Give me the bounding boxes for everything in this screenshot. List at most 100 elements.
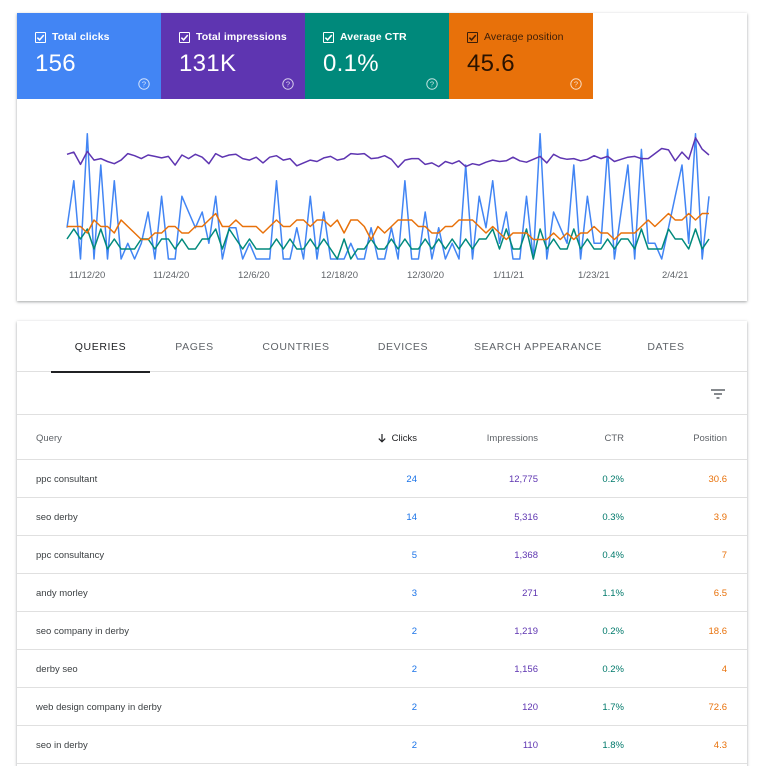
cell-impressions: 12,775 xyxy=(508,473,538,485)
column-header-ctr[interactable]: CTR xyxy=(604,416,624,460)
column-label: Query xyxy=(36,432,62,444)
dimension-tabs: QUERIES PAGES COUNTRIES DEVICES SEARCH A… xyxy=(17,321,747,373)
cell-query: seo derby xyxy=(36,511,78,523)
queries-table-card: QUERIES PAGES COUNTRIES DEVICES SEARCH A… xyxy=(17,321,747,766)
table-row[interactable]: ppc consultant 24 12,775 0.2% 30.6 xyxy=(17,460,747,498)
cell-query: andy morley xyxy=(36,587,88,599)
metric-value: 0.1% xyxy=(323,50,379,77)
table-row[interactable]: seo derby 14 5,316 0.3% 3.9 xyxy=(17,498,747,536)
cell-impressions: 1,156 xyxy=(514,663,538,675)
x-tick-label: 12/18/20 xyxy=(321,270,358,281)
checkbox-checked-icon[interactable] xyxy=(35,31,46,43)
cell-clicks: 2 xyxy=(411,663,417,675)
cell-query: ppc consultancy xyxy=(36,549,105,561)
tab-label: COUNTRIES xyxy=(262,340,330,353)
metric-tiles: Total clicks 156 ? Total impressions 131… xyxy=(17,13,593,99)
cell-query: seo in derby xyxy=(36,739,88,751)
performance-line-chart: 11/12/20 11/24/20 12/6/20 12/18/20 12/30/20 1… xyxy=(66,132,710,281)
chart-series-layer xyxy=(66,132,710,260)
tab-label: SEARCH APPEARANCE xyxy=(473,340,603,353)
cell-position: 3.9 xyxy=(713,511,727,523)
table-row[interactable]: derby seo 2 1,156 0.2% 4 xyxy=(17,650,747,688)
metric-header: Average CTR xyxy=(323,31,407,43)
svg-text:?: ? xyxy=(574,80,578,89)
cell-query: ppc consultant xyxy=(36,473,98,485)
column-header-impressions[interactable]: Impressions xyxy=(487,416,538,460)
table-row[interactable]: andy morley 3 271 1.1% 6.5 xyxy=(17,574,747,612)
series-line-average-position xyxy=(67,212,709,241)
x-tick-label: 12/6/20 xyxy=(238,270,270,281)
cell-impressions: 110 xyxy=(522,739,538,751)
cell-position: 72.6 xyxy=(708,701,728,713)
table-toolbar xyxy=(17,372,747,415)
cell-ctr: 0.2% xyxy=(602,625,624,637)
metric-label: Average position xyxy=(484,31,564,43)
metric-label: Average CTR xyxy=(340,31,407,43)
column-header-query[interactable]: Query xyxy=(36,416,62,460)
arrow-down-icon xyxy=(377,433,387,443)
table-row[interactable]: web design company in derby 2 120 1.7% 7… xyxy=(17,688,747,726)
tab-queries[interactable]: QUERIES xyxy=(51,321,150,373)
svg-text:?: ? xyxy=(286,80,290,89)
help-circle-icon[interactable]: ? xyxy=(282,77,294,90)
cell-ctr: 0.2% xyxy=(602,473,624,485)
column-header-clicks[interactable]: Clicks xyxy=(377,416,417,460)
tab-dates[interactable]: DATES xyxy=(642,321,690,372)
checkbox-checked-icon[interactable] xyxy=(323,31,334,43)
x-tick-label: 11/12/20 xyxy=(69,270,105,281)
cell-clicks: 2 xyxy=(411,625,417,637)
column-header-position[interactable]: Position xyxy=(693,416,727,460)
cell-position: 6.5 xyxy=(713,587,727,599)
table-row[interactable]: ppc consultancy 5 1,368 0.4% 7 xyxy=(17,536,747,574)
table-row[interactable]: seo in derby 2 110 1.8% 4.3 xyxy=(17,726,747,764)
performance-chart[interactable]: 11/12/20 11/24/20 12/6/20 12/18/20 12/30/20 1… xyxy=(17,99,747,301)
cell-position: 7 xyxy=(721,549,727,561)
metric-average-position[interactable]: Average position 45.6 ? xyxy=(449,13,593,99)
x-tick-label: 12/30/20 xyxy=(407,270,444,281)
tab-devices[interactable]: DEVICES xyxy=(370,321,436,372)
cell-clicks: 2 xyxy=(411,701,417,713)
column-label: Clicks xyxy=(391,432,417,444)
cell-ctr: 1.1% xyxy=(602,587,624,599)
cell-ctr: 0.3% xyxy=(602,511,624,523)
table-header: Query Clicks Impressions CTR Position xyxy=(17,416,747,460)
cell-impressions: 1,219 xyxy=(514,625,538,637)
x-tick-label: 1/23/21 xyxy=(578,270,610,281)
metric-value: 45.6 xyxy=(467,50,515,77)
cell-position: 18.6 xyxy=(708,625,728,637)
cell-ctr: 1.7% xyxy=(602,701,624,713)
tab-search-appearance[interactable]: SEARCH APPEARANCE xyxy=(472,321,604,372)
column-label: Impressions xyxy=(486,432,538,444)
performance-card: Total clicks 156 ? Total impressions 131… xyxy=(17,13,747,301)
chart-x-axis: 11/12/20 11/24/20 12/6/20 12/18/20 12/30/20 1… xyxy=(69,270,688,281)
series-line-average-ctr xyxy=(66,228,710,260)
cell-clicks: 2 xyxy=(411,739,417,751)
metric-total-impressions[interactable]: Total impressions 131K ? xyxy=(161,13,305,99)
metric-label: Total clicks xyxy=(52,31,110,43)
help-circle-icon[interactable]: ? xyxy=(138,77,150,90)
metric-value: 131K xyxy=(179,50,237,77)
metric-header: Average position xyxy=(467,31,564,43)
cell-impressions: 1,368 xyxy=(514,549,538,561)
tab-label: DATES xyxy=(647,340,685,353)
filter-list-icon[interactable] xyxy=(707,384,729,404)
metric-label: Total impressions xyxy=(196,31,287,43)
x-tick-label: 2/4/21 xyxy=(662,270,688,281)
metric-total-clicks[interactable]: Total clicks 156 ? xyxy=(17,13,161,99)
checkbox-checked-icon[interactable] xyxy=(467,31,478,43)
cell-clicks: 14 xyxy=(406,511,417,523)
series-line-total-impressions xyxy=(66,136,710,169)
cell-position: 4.3 xyxy=(713,739,727,751)
table-row[interactable]: seo company in derby 2 1,219 0.2% 18.6 xyxy=(17,612,747,650)
column-label: CTR xyxy=(604,432,624,444)
checkbox-checked-icon[interactable] xyxy=(179,31,190,43)
cell-query: derby seo xyxy=(36,663,78,675)
x-tick-label: 11/24/20 xyxy=(153,270,189,281)
metric-average-ctr[interactable]: Average CTR 0.1% ? xyxy=(305,13,449,99)
help-circle-icon[interactable]: ? xyxy=(426,77,438,90)
tab-countries[interactable]: COUNTRIES xyxy=(254,321,338,372)
help-circle-icon[interactable]: ? xyxy=(570,77,582,90)
tab-pages[interactable]: PAGES xyxy=(165,321,224,372)
metric-header: Total clicks xyxy=(35,31,110,43)
svg-text:?: ? xyxy=(142,80,146,89)
